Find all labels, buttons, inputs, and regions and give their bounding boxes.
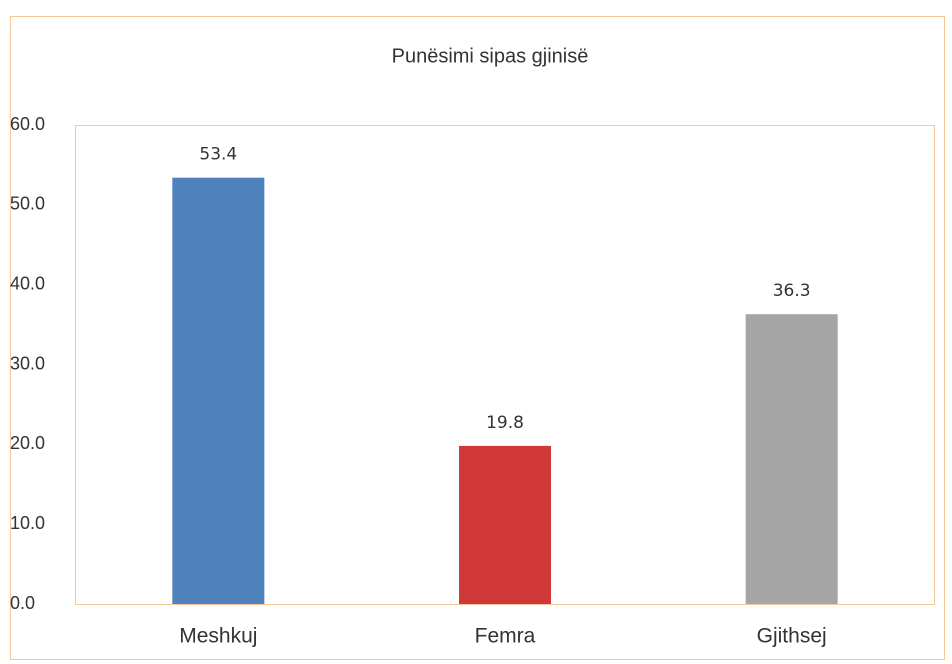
y-tick-label: 20.0 — [10, 433, 45, 453]
x-tick-label: Femra — [475, 625, 536, 648]
x-tick-label: Meshkuj — [179, 625, 257, 648]
y-tick-label: 30.0 — [10, 353, 45, 373]
data-label: 19.8 — [486, 413, 524, 433]
y-tick-label: 0.0 — [10, 593, 35, 613]
bar — [745, 314, 838, 604]
x-tick-label: Gjithsej — [757, 625, 827, 648]
data-label: 36.3 — [773, 281, 811, 301]
y-tick-label: 10.0 — [10, 513, 45, 533]
chart-border — [10, 16, 945, 660]
bar — [459, 445, 551, 604]
y-tick-label: 40.0 — [10, 273, 45, 293]
bar — [172, 177, 265, 604]
data-label: 53.4 — [199, 145, 237, 165]
y-tick-label: 60.0 — [10, 114, 45, 134]
y-tick-label: 50.0 — [10, 194, 45, 214]
plot-border — [75, 125, 935, 605]
chart-title: Punësimi sipas gjinisë — [392, 45, 589, 67]
